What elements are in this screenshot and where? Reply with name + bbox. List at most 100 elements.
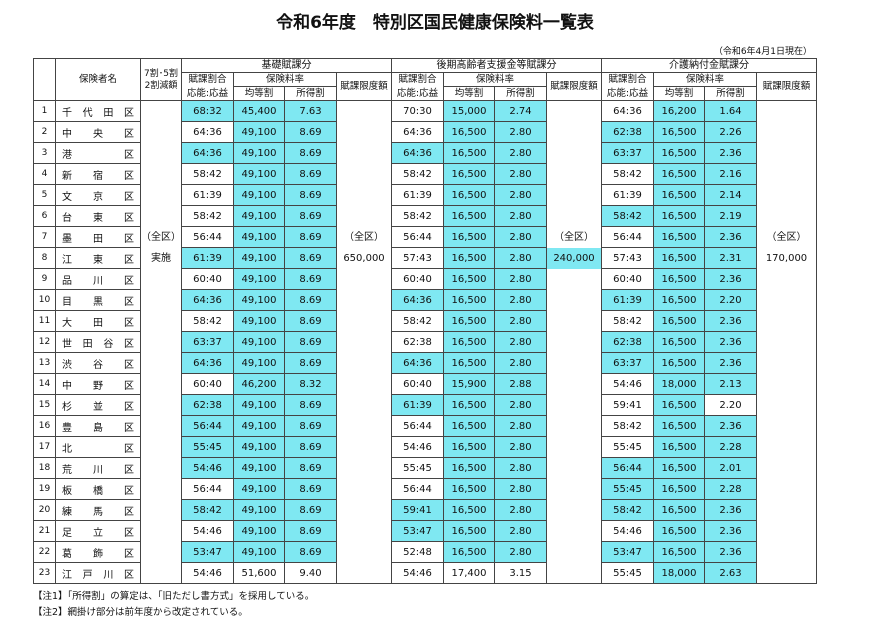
- income-cell: 2.80: [494, 226, 547, 248]
- insurer-name-text: 杉並区: [62, 401, 134, 413]
- insurer-name-text: 品川区: [62, 275, 134, 287]
- table-row: 9 品川区 60:40 49,100 8.69 60:40 16,500 2.80 60:40 1…: [33, 268, 817, 290]
- income-cell: 2.01: [704, 457, 757, 479]
- equal-cell: 49,100: [233, 457, 285, 479]
- income-cell: 2.36: [704, 352, 757, 374]
- income-label: 所得割: [284, 86, 337, 101]
- ratio-cell: 56:44: [181, 478, 234, 500]
- ratio-cell: 56:44: [391, 226, 444, 248]
- ratio-cell: 58:42: [601, 415, 654, 437]
- income-cell: 8.69: [284, 478, 337, 500]
- table-row: 7 墨田区 56:44 49,100 8.69 56:44 16,500 2.80 56:44 1…: [33, 226, 817, 248]
- income-cell: 2.80: [494, 541, 547, 563]
- ratio-cell: 64:36: [181, 142, 234, 164]
- insurer-name-text: 江戸川区: [62, 569, 134, 581]
- equal-label: 均等割: [233, 86, 285, 101]
- table-row: 18 荒川区 54:46 49,100 8.69 55:45 16,500 2.80 56:44…: [33, 457, 817, 479]
- equal-cell: 16,500: [653, 499, 705, 521]
- header-row: 保険者名 7割･5割 2割減額 基礎賦課分 後期高齢者支援金等賦課分 介護納付金賦課分: [33, 58, 817, 101]
- income-cell: 2.36: [704, 541, 757, 563]
- insurer-name: 江戸川区: [55, 562, 141, 584]
- fee-table: 保険者名 7割･5割 2割減額 基礎賦課分 後期高齢者支援金等賦課分 介護納付金賦課分 賦課…: [33, 58, 817, 584]
- equal-cell: 49,100: [233, 478, 285, 500]
- ratio-cell: 60:40: [391, 268, 444, 290]
- ratio-cell: 68:32: [181, 100, 234, 122]
- equal-cell: 49,100: [233, 331, 285, 353]
- insurer-name: 足立区: [55, 520, 141, 542]
- ratio-cell: 64:36: [391, 289, 444, 311]
- income-cell: 8.69: [284, 121, 337, 143]
- equal-cell: 16,500: [443, 415, 495, 437]
- table-row: 10 目黒区 64:36 49,100 8.69 64:36 16,500 2.80 61:39…: [33, 289, 817, 311]
- table-body: 1 千代田区 （全区） 実施 68:32 45,400 7.63 （全区） 650,000 70:…: [33, 100, 817, 584]
- income-cell: 2.80: [494, 436, 547, 458]
- income-cell: 8.69: [284, 415, 337, 437]
- row-number: 9: [33, 268, 56, 290]
- limit-label: 賦課限度額: [336, 72, 392, 101]
- ratio-cell: 64:36: [391, 352, 444, 374]
- income-cell: 2.80: [494, 289, 547, 311]
- ratio-cell: 56:44: [391, 478, 444, 500]
- insurer-name-text: 練馬区: [62, 506, 134, 518]
- equal-cell: 49,100: [233, 352, 285, 374]
- income-cell: 8.69: [284, 331, 337, 353]
- ratio-cell: 55:45: [181, 436, 234, 458]
- ratio-cell: 54:46: [181, 457, 234, 479]
- equal-cell: 16,500: [653, 457, 705, 479]
- equal-cell: 49,100: [233, 268, 285, 290]
- income-cell: 8.69: [284, 268, 337, 290]
- ratio-cell: 61:39: [181, 184, 234, 206]
- income-cell: 8.69: [284, 226, 337, 248]
- income-cell: 8.69: [284, 289, 337, 311]
- equal-cell: 16,500: [653, 289, 705, 311]
- ratio-cell: 54:46: [181, 520, 234, 542]
- table-row: 19 板橋区 56:44 49,100 8.69 56:44 16,500 2.80 55:45…: [33, 478, 817, 500]
- ratio-cell: 57:43: [391, 247, 444, 269]
- insurer-name-text: 台東区: [62, 212, 134, 224]
- ratio-cell: 61:39: [181, 247, 234, 269]
- income-cell: 2.80: [494, 310, 547, 332]
- ratio-cell: 58:42: [391, 163, 444, 185]
- insurer-name-text: 中央区: [62, 128, 134, 140]
- insurer-name: 千代田区: [55, 100, 141, 122]
- row-number: 13: [33, 352, 56, 374]
- equal-label: 均等割: [653, 86, 705, 101]
- income-cell: 8.69: [284, 184, 337, 206]
- insurer-name-text: 大田区: [62, 317, 134, 329]
- insurer-name: 大田区: [55, 310, 141, 332]
- income-cell: 8.69: [284, 205, 337, 227]
- income-cell: 8.69: [284, 457, 337, 479]
- row-number: 10: [33, 289, 56, 311]
- equal-cell: 16,500: [443, 331, 495, 353]
- equal-cell: 15,900: [443, 373, 495, 395]
- limit-cell: （全区） 240,000: [546, 100, 602, 584]
- income-cell: 2.80: [494, 457, 547, 479]
- limit-text: 170,000: [765, 253, 808, 264]
- equal-cell: 49,100: [233, 226, 285, 248]
- ratio-cell: 61:39: [391, 394, 444, 416]
- row-number: 5: [33, 184, 56, 206]
- insurer-name: 墨田区: [55, 226, 141, 248]
- income-cell: 2.19: [704, 205, 757, 227]
- ratio-cell: 56:44: [181, 226, 234, 248]
- income-cell: 2.20: [704, 289, 757, 311]
- equal-cell: 49,100: [233, 121, 285, 143]
- row-number: 12: [33, 331, 56, 353]
- income-cell: 8.69: [284, 247, 337, 269]
- ratio-cell: 54:46: [601, 373, 654, 395]
- table-row: 12 世田谷区 63:37 49,100 8.69 62:38 16,500 2.80 62:3…: [33, 331, 817, 353]
- insurer-name: 港区: [55, 142, 141, 164]
- insurer-name-text: 中野区: [62, 380, 134, 392]
- ratio-cell: 56:44: [601, 457, 654, 479]
- equal-cell: 16,500: [443, 289, 495, 311]
- ratio-cell: 56:44: [181, 415, 234, 437]
- income-cell: 2.80: [494, 205, 547, 227]
- insurer-name-text: 北区: [62, 443, 134, 455]
- row-number: 22: [33, 541, 56, 563]
- equal-cell: 16,500: [653, 352, 705, 374]
- row-number: 19: [33, 478, 56, 500]
- equal-cell: 16,500: [653, 331, 705, 353]
- row-number: 11: [33, 310, 56, 332]
- rate-label: 保険料率: [443, 72, 547, 87]
- equal-cell: 46,200: [233, 373, 285, 395]
